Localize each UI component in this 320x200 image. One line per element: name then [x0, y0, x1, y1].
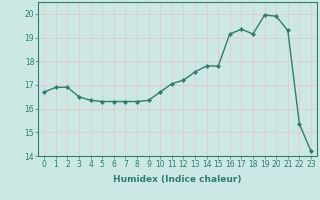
X-axis label: Humidex (Indice chaleur): Humidex (Indice chaleur) [113, 175, 242, 184]
